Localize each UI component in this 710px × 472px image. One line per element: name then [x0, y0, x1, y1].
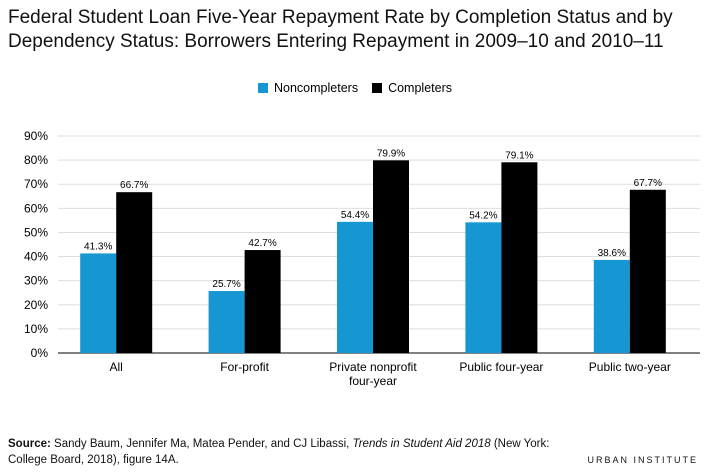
- legend-label-noncompleters: Noncompleters: [274, 81, 359, 95]
- y-tick-label: 80%: [24, 153, 48, 167]
- legend-swatch-noncompleters: [258, 83, 268, 93]
- data-label: 42.7%: [248, 238, 276, 249]
- bar-completers: [116, 192, 153, 353]
- x-tick-label: For-profit: [220, 360, 269, 374]
- data-label: 79.9%: [377, 148, 405, 159]
- y-tick-label: 70%: [24, 177, 48, 191]
- legend-item-completers: Completers: [372, 81, 452, 95]
- data-label: 67.7%: [634, 178, 662, 189]
- source-note: Source: Sandy Baum, Jennifer Ma, Matea P…: [8, 436, 568, 468]
- source-text-post: (New York: College Board, 2018), figure …: [8, 438, 550, 466]
- x-tick-label: Public two-year: [589, 360, 671, 374]
- y-tick-label: 30%: [24, 274, 48, 288]
- bar-noncompleters: [593, 259, 630, 353]
- legend-swatch-completers: [372, 83, 383, 93]
- chart-title: Federal Student Loan Five-Year Repayment…: [8, 7, 673, 52]
- x-tick-label: Private nonprofit: [329, 360, 417, 374]
- y-tick-label: 0%: [31, 346, 49, 360]
- bar-completers: [373, 160, 409, 353]
- x-tick-label: All: [110, 360, 123, 374]
- x-tick-label: Public four-year: [459, 360, 543, 374]
- data-label: 38.6%: [598, 248, 626, 259]
- bar-completers: [629, 189, 666, 353]
- legend-label-completers: Completers: [388, 81, 452, 95]
- y-tick-label: 50%: [24, 225, 48, 239]
- y-tick-label: 90%: [24, 129, 48, 143]
- bar-completers: [501, 162, 538, 353]
- bar-noncompleters: [337, 221, 373, 353]
- source-publication: Trends in Student Aid 2018: [352, 438, 491, 450]
- y-tick-label: 20%: [24, 298, 48, 312]
- data-label: 79.1%: [505, 150, 533, 161]
- legend: Noncompleters Completers: [0, 81, 710, 95]
- data-label: 41.3%: [84, 241, 112, 252]
- x-tick-label: four-year: [349, 374, 397, 388]
- bar-chart: 0% 10% 20% 30% 40% 50% 60% 70% 80% 90% 41.3% 66.7% A…: [24, 129, 700, 388]
- legend-item-noncompleters: Noncompleters: [258, 81, 358, 95]
- data-label: 54.4%: [341, 210, 369, 221]
- bar-noncompleters: [208, 291, 245, 353]
- bar-completers: [244, 250, 281, 353]
- y-tick-label: 40%: [24, 250, 48, 264]
- bar-noncompleters: [465, 222, 502, 353]
- data-label: 25.7%: [212, 279, 240, 290]
- data-label: 54.2%: [469, 210, 497, 221]
- y-tick-label: 10%: [24, 322, 48, 336]
- brand-logo-text: URBAN INSTITUTE: [587, 455, 698, 465]
- source-label: Source:: [8, 438, 51, 450]
- data-label: 66.7%: [120, 180, 148, 191]
- y-tick-label: 60%: [24, 201, 48, 215]
- source-text-pre: Sandy Baum, Jennifer Ma, Matea Pender, a…: [50, 438, 353, 450]
- bar-noncompleters: [80, 253, 117, 353]
